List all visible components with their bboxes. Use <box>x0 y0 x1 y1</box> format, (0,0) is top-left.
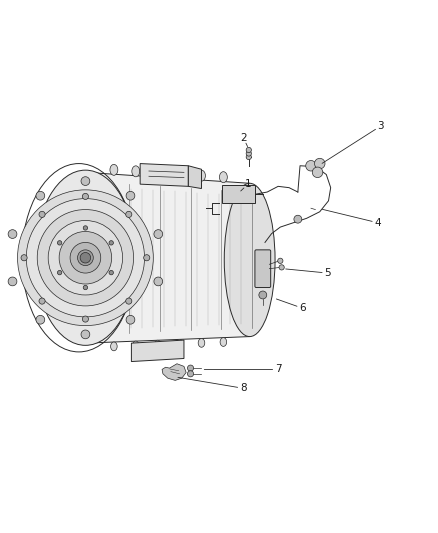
Circle shape <box>314 158 325 169</box>
Ellipse shape <box>154 167 162 178</box>
Circle shape <box>36 316 45 324</box>
Ellipse shape <box>220 337 227 346</box>
Text: 8: 8 <box>240 383 247 393</box>
Circle shape <box>39 211 45 217</box>
Circle shape <box>109 241 113 245</box>
Circle shape <box>259 291 267 299</box>
Circle shape <box>126 191 135 200</box>
Circle shape <box>83 285 88 290</box>
Circle shape <box>57 241 62 245</box>
Circle shape <box>126 298 132 304</box>
Ellipse shape <box>176 340 183 348</box>
Ellipse shape <box>219 172 227 183</box>
Text: 2: 2 <box>240 133 247 143</box>
FancyBboxPatch shape <box>222 184 255 203</box>
Circle shape <box>187 365 194 371</box>
Text: 7: 7 <box>275 365 282 374</box>
Circle shape <box>8 277 17 286</box>
Text: 6: 6 <box>299 303 306 313</box>
Circle shape <box>48 221 123 295</box>
Circle shape <box>59 231 112 284</box>
Circle shape <box>37 209 134 306</box>
Circle shape <box>154 277 162 286</box>
Circle shape <box>306 160 316 171</box>
Circle shape <box>246 151 251 156</box>
Circle shape <box>82 316 88 322</box>
Circle shape <box>36 191 45 200</box>
Circle shape <box>26 199 145 317</box>
Circle shape <box>57 270 62 275</box>
Circle shape <box>246 147 251 152</box>
Circle shape <box>109 270 113 275</box>
Circle shape <box>21 255 27 261</box>
Ellipse shape <box>110 164 118 175</box>
Circle shape <box>312 167 323 177</box>
Circle shape <box>81 177 90 185</box>
Polygon shape <box>131 340 184 361</box>
Text: 3: 3 <box>377 122 384 131</box>
Circle shape <box>82 193 88 199</box>
Circle shape <box>80 253 91 263</box>
Circle shape <box>39 298 45 304</box>
Ellipse shape <box>198 338 205 348</box>
Ellipse shape <box>110 342 117 351</box>
Polygon shape <box>188 166 201 189</box>
Circle shape <box>278 258 283 263</box>
Ellipse shape <box>198 170 205 181</box>
Circle shape <box>83 226 88 230</box>
Circle shape <box>126 211 132 217</box>
Text: 5: 5 <box>324 268 331 278</box>
Circle shape <box>187 371 194 377</box>
Circle shape <box>70 243 101 273</box>
Polygon shape <box>140 164 188 187</box>
Ellipse shape <box>176 169 184 180</box>
Circle shape <box>18 190 153 326</box>
Ellipse shape <box>154 340 161 349</box>
Ellipse shape <box>132 341 139 350</box>
Circle shape <box>279 265 284 270</box>
Text: 1: 1 <box>244 179 251 189</box>
Ellipse shape <box>35 170 136 345</box>
Circle shape <box>81 330 90 339</box>
Circle shape <box>246 155 251 159</box>
Circle shape <box>8 230 17 238</box>
Polygon shape <box>162 364 186 381</box>
Ellipse shape <box>224 183 275 336</box>
Ellipse shape <box>132 166 140 177</box>
Text: 4: 4 <box>374 217 381 228</box>
Circle shape <box>78 250 93 265</box>
Circle shape <box>154 230 162 238</box>
Circle shape <box>144 255 150 261</box>
Circle shape <box>294 215 302 223</box>
Circle shape <box>126 316 135 324</box>
FancyBboxPatch shape <box>255 250 271 287</box>
Polygon shape <box>85 172 250 343</box>
